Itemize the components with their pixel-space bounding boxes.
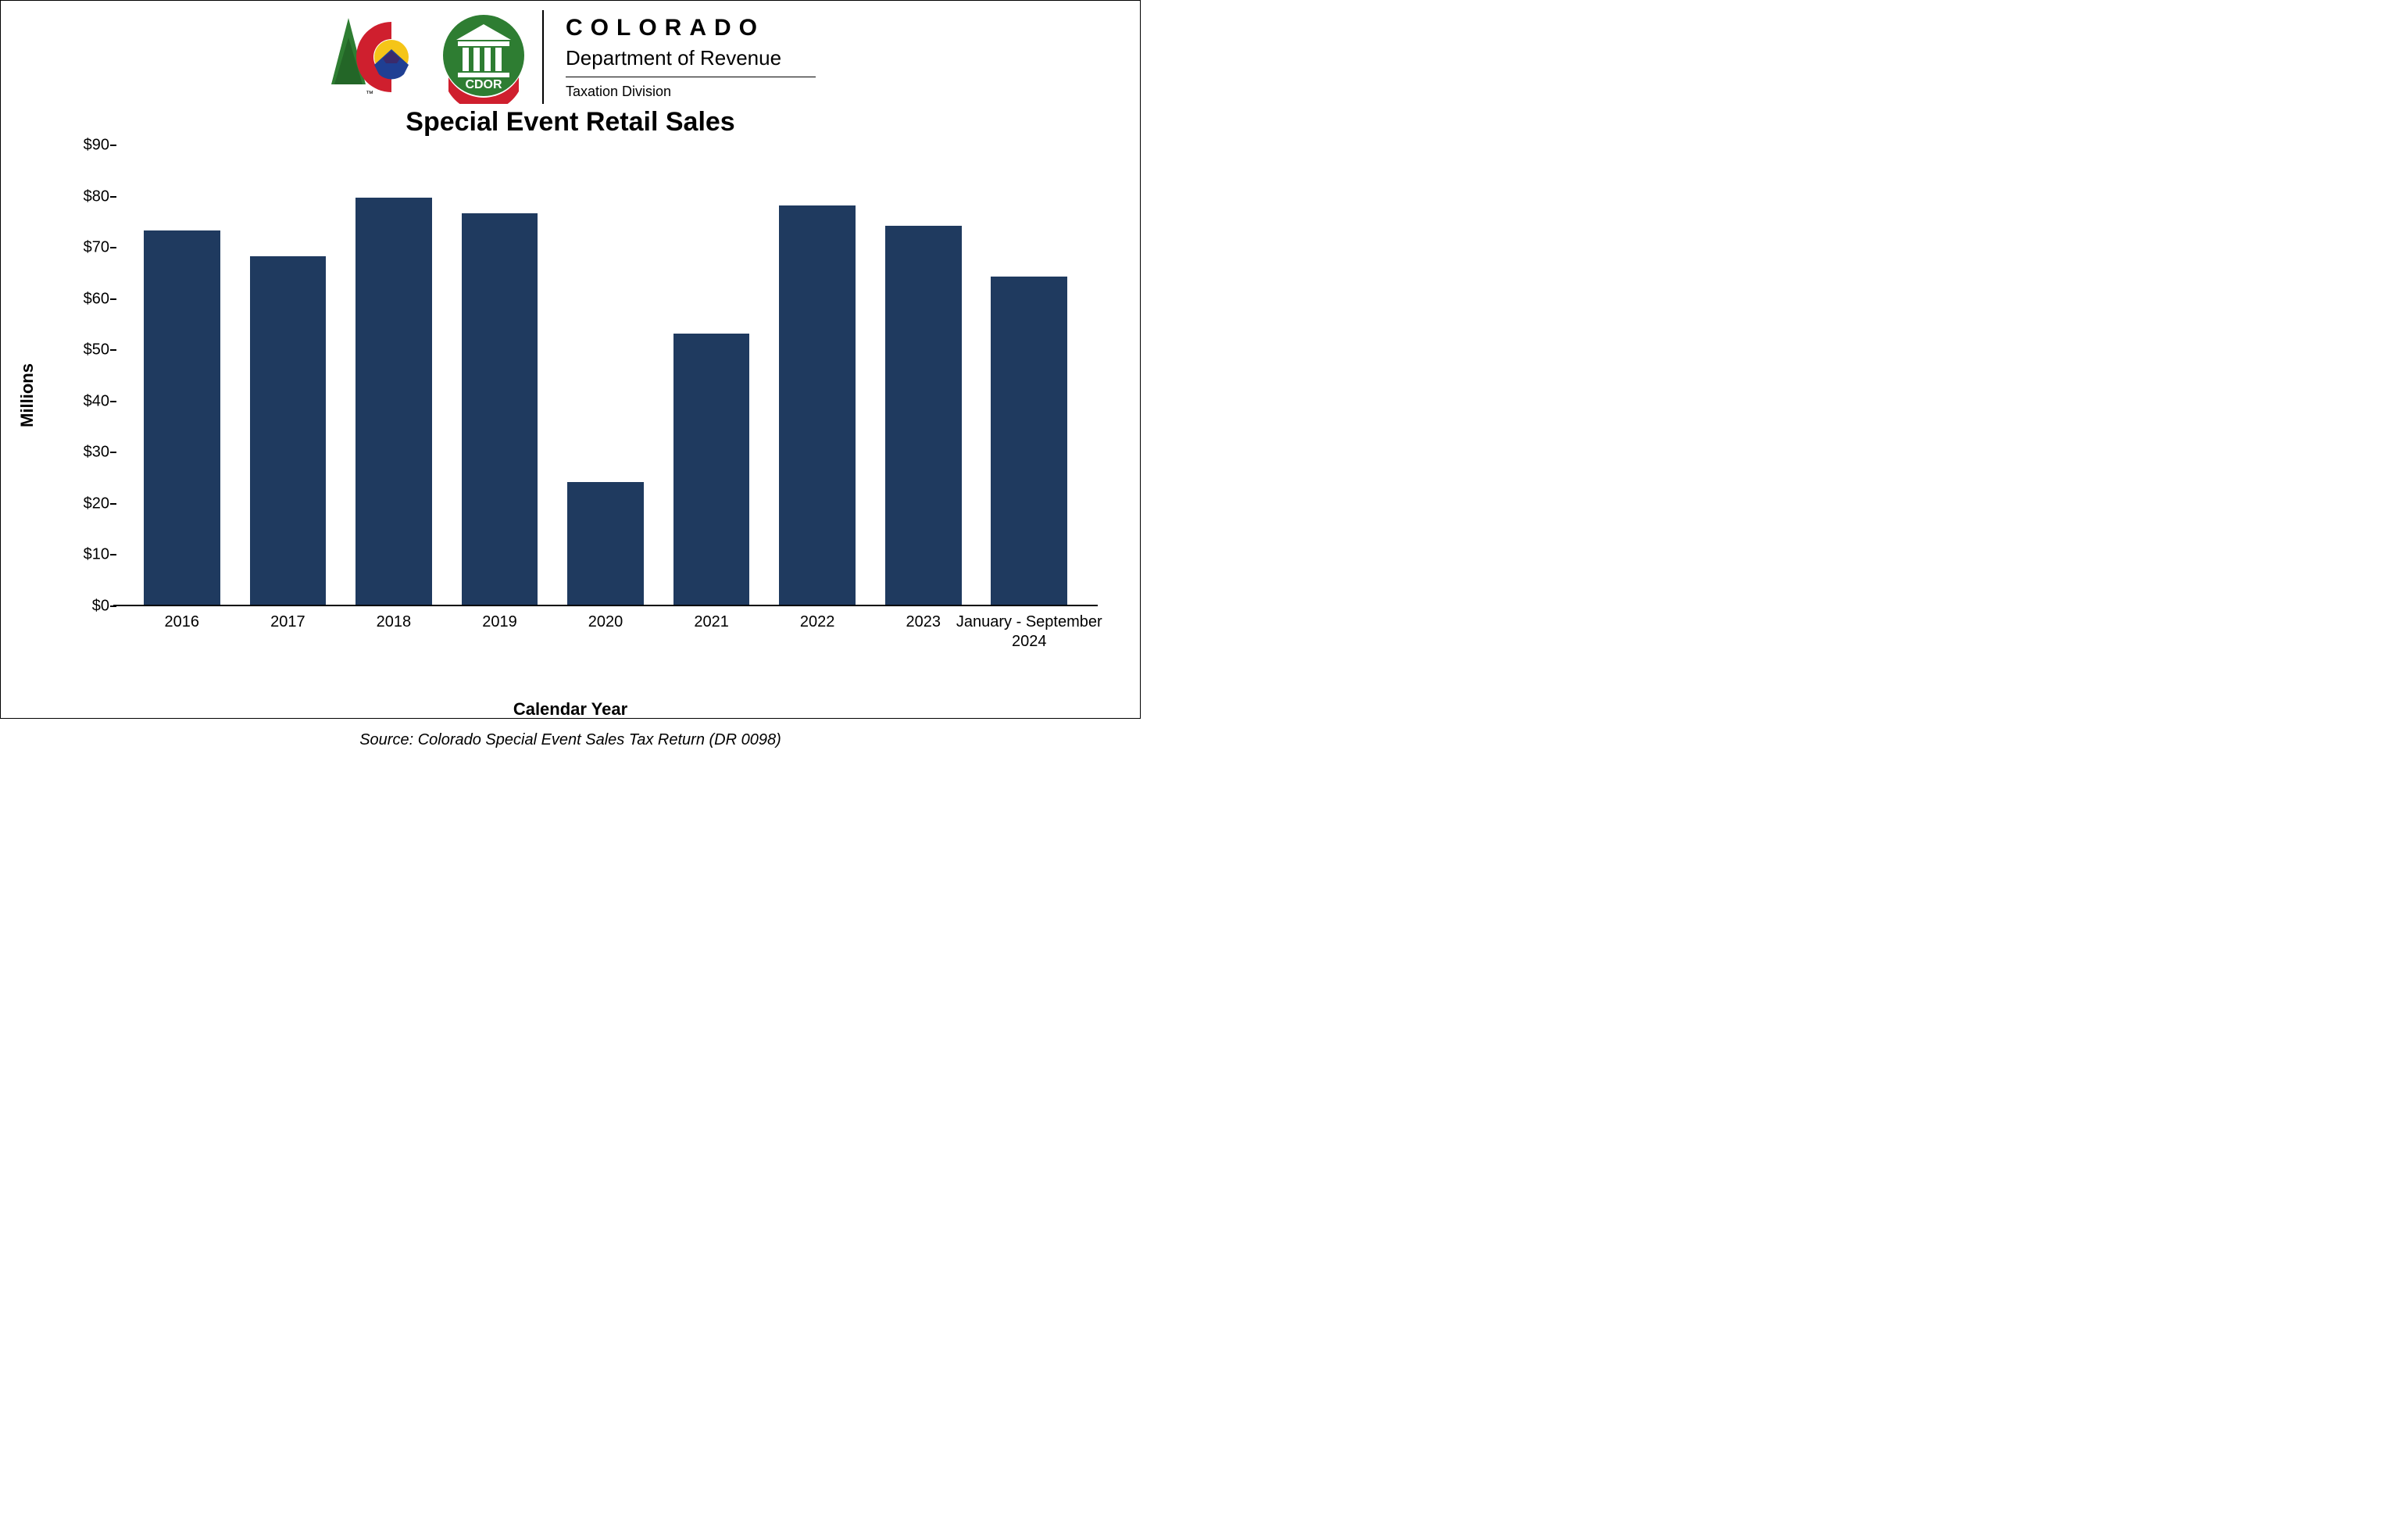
org-subtitle-2: Taxation Division [566,84,816,100]
bars-container: 20162017201820192020202120222023January … [113,145,1098,605]
bar [144,230,220,605]
source-caption: Source: Colorado Special Event Sales Tax… [1,731,1140,749]
bar [250,256,327,605]
y-tick-label: $90 [66,137,109,155]
bar-slot: 2023 [870,145,977,605]
y-tick-mark [110,503,116,505]
y-tick-label: $60 [66,290,109,308]
logo-group: ™ CDOR [325,10,527,104]
bar [885,226,962,605]
y-tick-label: $70 [66,239,109,257]
y-tick-mark [110,554,116,555]
bar [567,482,644,605]
source-suffix: (DR 0098) [705,731,781,748]
y-tick-label: $30 [66,444,109,462]
y-tick-label: $10 [66,546,109,564]
x-tick-label: January - September 2024 [950,613,1109,652]
y-tick-mark [110,605,116,607]
y-tick-label: $0 [66,598,109,616]
bar-slot: 2021 [659,145,765,605]
colorado-c-logo-icon: ™ [325,10,434,104]
cdor-badge-icon: CDOR [441,10,527,104]
source-return: Return [658,731,705,748]
y-tick-label: $20 [66,495,109,513]
y-tick-mark [110,145,116,146]
bar-slot: 2017 [235,145,341,605]
bar-slot: 2016 [129,145,235,605]
y-axis-label: Millions [17,363,38,427]
bar-slot: 2019 [447,145,553,605]
bar [673,334,750,605]
header: ™ CDOR COLORADO Department of Revenue Ta… [1,1,1140,104]
y-tick-label: $50 [66,341,109,359]
y-tick-mark [110,349,116,351]
cdor-label: CDOR [465,78,502,91]
y-tick-label: $80 [66,188,109,205]
source-prefix: Source: Colorado Special Event Sales Tax [359,731,658,748]
org-subtitle-1: Department of Revenue [566,46,816,70]
y-tick-mark [110,196,116,198]
bar [779,205,856,605]
bar-slot: January - September 2024 [977,145,1083,605]
bar [991,277,1067,605]
plot-area: 20162017201820192020202120222023January … [113,145,1098,606]
header-divider [542,10,544,104]
bar-slot: 2022 [764,145,870,605]
bar-slot: 2018 [341,145,447,605]
y-tick-label: $40 [66,392,109,410]
y-tick-mark [110,298,116,300]
chart-area: Millions 2016201720182019202020212022202… [35,145,1106,645]
y-tick-mark [110,247,116,248]
y-tick-mark [110,452,116,453]
org-title: COLORADO [566,15,816,41]
bar [462,213,538,605]
bar-slot: 2020 [552,145,659,605]
bar [355,198,432,605]
x-axis-label: Calendar Year [513,699,627,720]
org-text-block: COLORADO Department of Revenue Taxation … [559,15,816,100]
tm-label: ™ [366,90,373,98]
y-tick-mark [110,401,116,402]
chart-title: Special Event Retail Sales [1,107,1140,138]
